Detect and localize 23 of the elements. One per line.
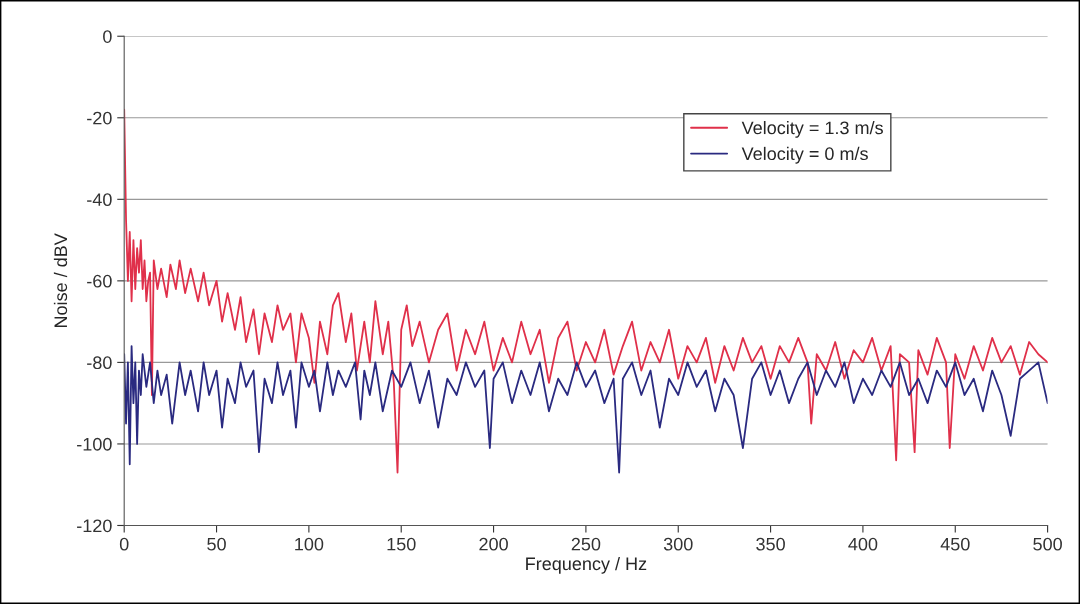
- legend-label: Velocity = 1.3 m/s: [741, 120, 883, 138]
- y-tick-label: 0: [103, 30, 112, 43]
- y-tick-label: -60: [87, 274, 112, 288]
- y-tick-label: -120: [77, 519, 112, 533]
- x-tick-label: 500: [1033, 537, 1062, 551]
- legend-label: Velocity = 0 m/s: [741, 146, 868, 164]
- x-tick-label: 150: [387, 537, 416, 551]
- y-tick-label: -40: [87, 193, 112, 207]
- x-axis-title: Frequency / Hz: [526, 556, 647, 574]
- x-tick-label: 100: [295, 537, 324, 551]
- y-axis-title: Noise / dBV: [53, 233, 68, 328]
- y-tick-label: -20: [87, 111, 112, 125]
- x-tick-label: 300: [663, 537, 693, 551]
- x-tick-label: 400: [848, 537, 878, 551]
- x-tick-label: 0: [119, 537, 129, 551]
- x-tick-label: 350: [756, 537, 785, 551]
- x-tick-label: 450: [940, 537, 970, 551]
- x-tick-label: 250: [571, 537, 601, 551]
- line-series: [124, 345, 1048, 474]
- y-tick-label: -100: [77, 437, 112, 451]
- x-tick-label: 200: [479, 537, 508, 551]
- y-tick-label: -80: [87, 356, 112, 370]
- x-tick-label: 50: [207, 537, 226, 551]
